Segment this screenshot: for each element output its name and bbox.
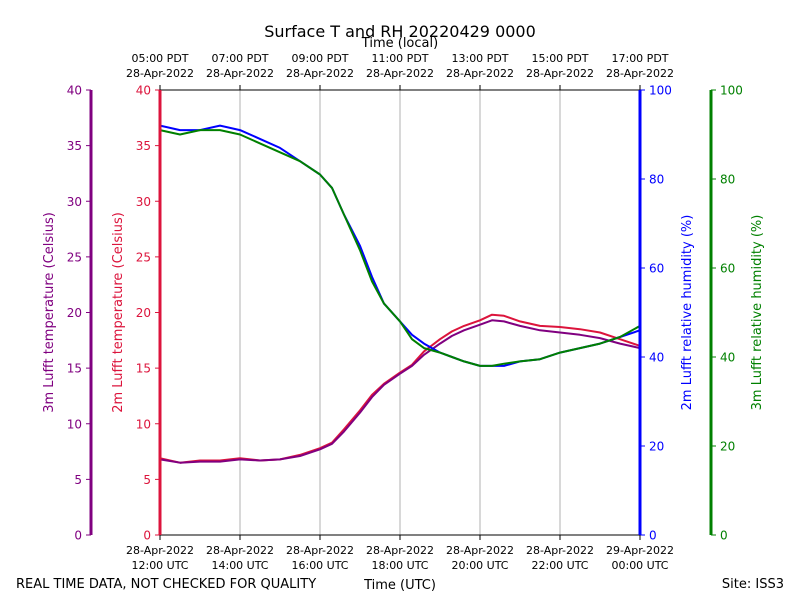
axis-label-rh3m: 3m Lufft relative humidity (%) <box>750 215 765 411</box>
axis-tick-label-t2m: 35 <box>136 139 151 153</box>
x-tick-label-local-time: 09:00 PDT <box>291 52 348 65</box>
x-tick-label-local-date: 28-Apr-2022 <box>126 67 194 80</box>
x-tick-label-date: 28-Apr-2022 <box>366 544 434 557</box>
series-line-t3m <box>159 319 641 464</box>
axis-tick-label-t3m: 15 <box>67 362 82 376</box>
axis-tick-label-rh3m: 0 <box>720 529 728 543</box>
x-tick-label-local-time: 05:00 PDT <box>131 52 188 65</box>
axis-tick-label-t3m: 0 <box>74 529 82 543</box>
axis-tick-label-t2m: 25 <box>136 250 151 264</box>
y-axes: 0 5 10 15 20 25 30 35 40 3m Lufft temperature (Ce… <box>42 84 765 543</box>
axis-tick-label-rh2m: 80 <box>649 173 664 187</box>
axis-tick-label-t3m: 30 <box>67 195 82 209</box>
axis-tick-label-t2m: 0 <box>143 529 151 543</box>
x-tick-label-local-date: 28-Apr-2022 <box>526 67 594 80</box>
x-tick-label-date: 28-Apr-2022 <box>446 544 514 557</box>
x-tick-label-local-date: 28-Apr-2022 <box>286 67 354 80</box>
axis-tick-label-rh3m: 20 <box>720 440 735 454</box>
axis-tick-label-t3m: 25 <box>67 250 82 264</box>
axis-tick-label-t3m: 10 <box>67 417 82 431</box>
x-tick-label-time: 16:00 UTC <box>291 559 348 572</box>
axis-tick-label-rh2m: 60 <box>649 262 664 276</box>
x-tick-label-date: 28-Apr-2022 <box>286 544 354 557</box>
top-axis-title: Time (local) <box>361 36 438 51</box>
x-tick-label-time: 00:00 UTC <box>611 559 668 572</box>
axis-tick-label-rh3m: 80 <box>720 173 735 187</box>
axis-tick-label-t2m: 10 <box>136 417 151 431</box>
x-tick-label-date: 29-Apr-2022 <box>606 544 674 557</box>
x-tick-label-local-time: 13:00 PDT <box>451 52 508 65</box>
x-tick-label-time: 20:00 UTC <box>451 559 508 572</box>
x-tick-label-local-date: 28-Apr-2022 <box>366 67 434 80</box>
axis-tick-label-t3m: 40 <box>67 84 82 98</box>
axis-tick-label-t2m: 20 <box>136 306 151 320</box>
quality-notice: REAL TIME DATA, NOT CHECKED FOR QUALITY <box>16 577 316 592</box>
series-lines <box>159 124 641 464</box>
axis-tick-label-rh2m: 20 <box>649 440 664 454</box>
x-tick-label-time: 18:00 UTC <box>371 559 428 572</box>
axis-label-rh2m: 2m Lufft relative humidity (%) <box>680 215 695 411</box>
chart-title: Surface T and RH 20220429 0000 <box>264 22 536 41</box>
x-tick-label-date: 28-Apr-2022 <box>526 544 594 557</box>
axis-label-t3m: 3m Lufft temperature (Celsius) <box>42 212 57 413</box>
site-label: Site: ISS3 <box>722 577 784 592</box>
axis-tick-label-rh3m: 100 <box>720 84 743 98</box>
axis-tick-label-t3m: 35 <box>67 139 82 153</box>
x-tick-label-local-time: 07:00 PDT <box>211 52 268 65</box>
axis-tick-label-rh3m: 60 <box>720 262 735 276</box>
x-tick-label-local-date: 28-Apr-2022 <box>446 67 514 80</box>
axis-tick-label-t2m: 40 <box>136 84 151 98</box>
axis-tick-label-rh2m: 40 <box>649 351 664 365</box>
axis-tick-label-t2m: 15 <box>136 362 151 376</box>
x-tick-label-time: 22:00 UTC <box>531 559 588 572</box>
axis-tick-label-t3m: 5 <box>74 473 82 487</box>
axis-tick-label-rh3m: 40 <box>720 351 735 365</box>
axis-label-t2m: 2m Lufft temperature (Celsius) <box>111 212 126 413</box>
axis-tick-label-t3m: 20 <box>67 306 82 320</box>
x-tick-label-date: 28-Apr-2022 <box>126 544 194 557</box>
x-tick-label-local-date: 28-Apr-2022 <box>206 67 274 80</box>
vertical-gridlines <box>239 90 561 535</box>
x-tick-label-local-date: 28-Apr-2022 <box>606 67 674 80</box>
axis-tick-label-rh2m: 100 <box>649 84 672 98</box>
x-tick-label-time: 14:00 UTC <box>211 559 268 572</box>
x-tick-label-local-time: 15:00 PDT <box>531 52 588 65</box>
axis-tick-label-rh2m: 0 <box>649 529 657 543</box>
x-tick-label-local-time: 11:00 PDT <box>371 52 428 65</box>
axis-tick-label-t2m: 30 <box>136 195 151 209</box>
axis-tick-label-t2m: 5 <box>143 473 151 487</box>
x-ticks: 28-Apr-2022 12:00 UTC 28-Apr-2022 14:00 UTC… <box>126 52 674 572</box>
x-tick-label-date: 28-Apr-2022 <box>206 544 274 557</box>
x-tick-label-local-time: 17:00 PDT <box>611 52 668 65</box>
x-tick-label-time: 12:00 UTC <box>131 559 188 572</box>
x-axis-title: Time (UTC) <box>363 578 436 593</box>
series-line-rh3m <box>159 129 641 367</box>
